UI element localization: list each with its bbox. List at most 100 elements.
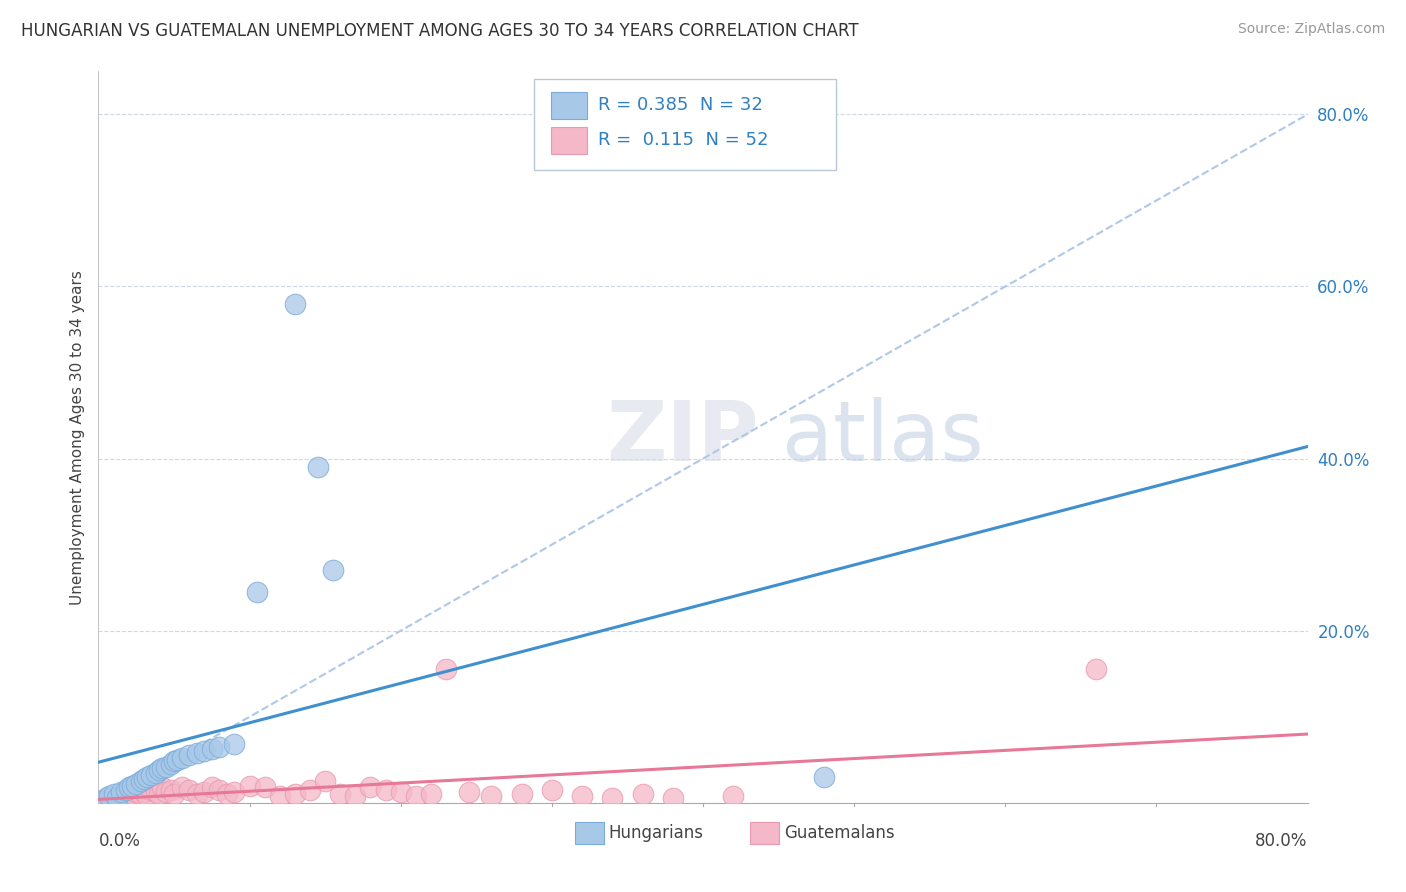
- Point: [179, 748, 201, 763]
- Text: Hungarians: Hungarians: [609, 824, 703, 842]
- Point: [284, 296, 307, 310]
- Point: [322, 564, 344, 578]
- Point: [98, 792, 121, 806]
- Point: [135, 770, 157, 784]
- Point: [118, 789, 141, 803]
- Point: [239, 779, 262, 793]
- Point: [434, 662, 457, 676]
- Point: [148, 763, 170, 777]
- FancyBboxPatch shape: [575, 822, 603, 844]
- Point: [602, 791, 624, 805]
- Point: [481, 789, 503, 803]
- Point: [132, 785, 155, 799]
- Point: [91, 794, 114, 808]
- Point: [103, 791, 125, 805]
- Point: [307, 460, 329, 475]
- FancyBboxPatch shape: [551, 127, 586, 154]
- Point: [129, 774, 152, 789]
- Point: [201, 780, 224, 795]
- Point: [389, 785, 412, 799]
- Point: [314, 774, 336, 789]
- FancyBboxPatch shape: [534, 78, 837, 170]
- Point: [114, 787, 136, 801]
- Point: [405, 789, 427, 803]
- Point: [253, 780, 276, 795]
- FancyBboxPatch shape: [551, 92, 586, 119]
- Point: [510, 787, 533, 801]
- Point: [118, 780, 141, 795]
- Point: [457, 785, 479, 799]
- Point: [170, 751, 193, 765]
- Point: [269, 789, 291, 803]
- Point: [208, 783, 231, 797]
- Text: 80.0%: 80.0%: [1256, 832, 1308, 850]
- Point: [148, 787, 170, 801]
- Point: [170, 780, 193, 795]
- Text: R =  0.115  N = 52: R = 0.115 N = 52: [598, 131, 768, 149]
- Text: HUNGARIAN VS GUATEMALAN UNEMPLOYMENT AMONG AGES 30 TO 34 YEARS CORRELATION CHART: HUNGARIAN VS GUATEMALAN UNEMPLOYMENT AMO…: [21, 22, 859, 40]
- Point: [125, 785, 148, 799]
- Point: [150, 780, 173, 795]
- Text: Source: ZipAtlas.com: Source: ZipAtlas.com: [1237, 22, 1385, 37]
- Point: [193, 785, 215, 799]
- Point: [631, 787, 654, 801]
- Point: [1085, 662, 1108, 676]
- Point: [121, 787, 143, 801]
- Point: [186, 746, 208, 760]
- Point: [114, 783, 136, 797]
- Point: [125, 777, 148, 791]
- Point: [150, 761, 173, 775]
- Point: [110, 789, 132, 803]
- Point: [224, 785, 246, 799]
- Point: [141, 768, 163, 782]
- Point: [135, 789, 157, 803]
- Point: [208, 739, 231, 754]
- Point: [132, 772, 155, 786]
- Text: R = 0.385  N = 32: R = 0.385 N = 32: [598, 96, 762, 114]
- Point: [145, 785, 167, 799]
- Point: [166, 753, 188, 767]
- Point: [540, 783, 562, 797]
- Point: [329, 787, 352, 801]
- Point: [284, 787, 307, 801]
- Point: [723, 789, 745, 803]
- Point: [145, 765, 167, 780]
- Point: [160, 757, 183, 772]
- Text: ZIP: ZIP: [606, 397, 759, 477]
- Point: [155, 785, 177, 799]
- Point: [103, 787, 125, 801]
- Point: [374, 783, 396, 797]
- FancyBboxPatch shape: [751, 822, 779, 844]
- Point: [155, 759, 177, 773]
- Point: [110, 785, 132, 799]
- Point: [186, 787, 208, 801]
- Point: [193, 744, 215, 758]
- Text: Guatemalans: Guatemalans: [785, 824, 894, 842]
- Point: [813, 770, 835, 784]
- Point: [98, 789, 121, 803]
- Point: [179, 783, 201, 797]
- Point: [215, 787, 238, 801]
- Point: [163, 755, 186, 769]
- Point: [246, 585, 269, 599]
- Point: [105, 790, 128, 805]
- Point: [121, 779, 143, 793]
- Point: [163, 787, 186, 801]
- Point: [160, 783, 183, 797]
- Point: [299, 783, 322, 797]
- Point: [105, 790, 128, 805]
- Y-axis label: Unemployment Among Ages 30 to 34 years: Unemployment Among Ages 30 to 34 years: [69, 269, 84, 605]
- Point: [224, 737, 246, 751]
- Text: atlas: atlas: [782, 397, 983, 477]
- Point: [94, 793, 117, 807]
- Point: [201, 742, 224, 756]
- Point: [129, 787, 152, 801]
- Point: [420, 787, 443, 801]
- Point: [571, 789, 593, 803]
- Point: [141, 783, 163, 797]
- Point: [360, 780, 382, 795]
- Point: [94, 791, 117, 805]
- Point: [661, 791, 683, 805]
- Point: [344, 789, 367, 803]
- Text: 0.0%: 0.0%: [98, 832, 141, 850]
